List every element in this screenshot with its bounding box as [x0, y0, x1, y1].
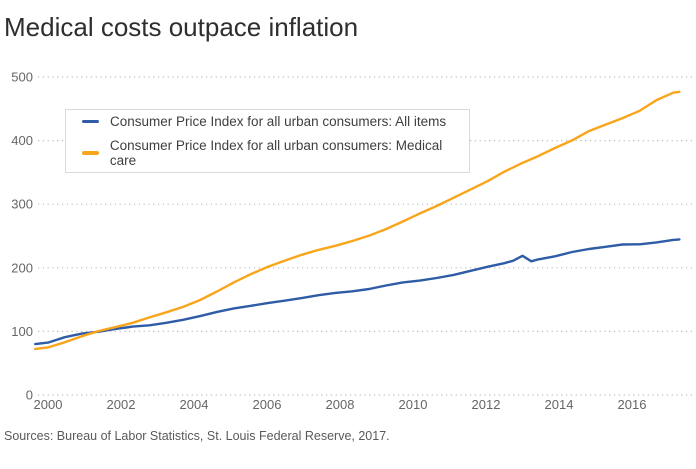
source-note: Sources: Bureau of Labor Statistics, St.… — [4, 429, 390, 443]
legend-label-medical-care: Consumer Price Index for all urban consu… — [109, 138, 443, 168]
y-tick-label: 400 — [11, 133, 33, 148]
legend-swatch-all-items-icon — [82, 119, 99, 124]
y-tick-label: 100 — [11, 324, 33, 339]
legend: Consumer Price Index for all urban consu… — [65, 109, 470, 173]
y-tick-label: 0 — [26, 388, 33, 403]
x-tick-label: 2002 — [107, 397, 136, 412]
legend-item-all-items: Consumer Price Index for all urban consu… — [82, 114, 469, 129]
series-line-medical-care — [34, 90, 681, 351]
x-tick-label: 2016 — [618, 397, 647, 412]
x-tick-label: 2000 — [34, 397, 63, 412]
x-tick-label: 2012 — [472, 397, 501, 412]
y-tick-label: 200 — [11, 260, 33, 275]
y-tick-label: 300 — [11, 197, 33, 212]
x-tick-label: 2004 — [180, 397, 209, 412]
chart-title: Medical costs outpace inflation — [4, 12, 359, 42]
legend-label-all-items: Consumer Price Index for all urban consu… — [110, 114, 447, 129]
legend-item-medical-care: Consumer Price Index for all urban consu… — [82, 138, 469, 168]
x-tick-label: 2010 — [399, 397, 428, 412]
x-tick-label: 2006 — [253, 397, 282, 412]
x-tick-label: 2014 — [545, 397, 574, 412]
x-tick-label: 2008 — [326, 397, 355, 412]
series-line-all-items — [34, 238, 681, 346]
y-tick-label: 500 — [11, 70, 33, 85]
legend-swatch-medical-care-icon — [82, 151, 99, 155]
